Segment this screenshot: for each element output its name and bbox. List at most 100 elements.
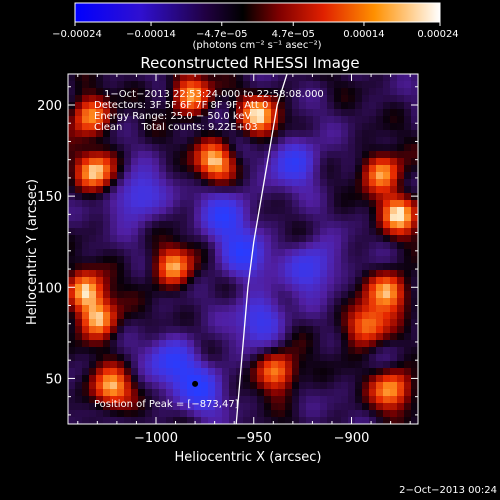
heatmap-cell xyxy=(243,333,251,341)
heatmap-cell xyxy=(355,375,363,383)
heatmap-cell xyxy=(222,333,230,341)
heatmap-cell xyxy=(208,361,216,369)
heatmap-cell xyxy=(96,382,104,390)
heatmap-cell xyxy=(96,368,104,376)
heatmap-cell xyxy=(292,235,300,243)
heatmap-cell xyxy=(285,186,293,194)
heatmap-cell xyxy=(96,221,104,229)
heatmap-cell xyxy=(201,137,209,145)
heatmap-cell xyxy=(376,326,384,334)
heatmap-cell xyxy=(110,186,118,194)
heatmap-cell xyxy=(320,403,328,411)
heatmap-cell xyxy=(320,305,328,313)
heatmap-cell xyxy=(215,165,223,173)
heatmap-cell xyxy=(180,354,188,362)
heatmap-cell xyxy=(152,340,160,348)
heatmap-cell xyxy=(173,200,181,208)
heatmap-cell xyxy=(75,375,83,383)
heatmap-cell xyxy=(138,270,146,278)
heatmap-cell xyxy=(194,291,202,299)
heatmap-cell xyxy=(327,417,335,424)
heatmap-cell xyxy=(390,151,398,159)
heatmap-cell xyxy=(103,347,111,355)
heatmap-cell xyxy=(187,130,195,138)
heatmap-cell xyxy=(334,277,342,285)
heatmap-cell xyxy=(89,123,97,131)
heatmap-cell xyxy=(222,116,230,124)
heatmap-cell xyxy=(173,375,181,383)
heatmap-cell xyxy=(215,200,223,208)
heatmap-cell xyxy=(173,95,181,103)
heatmap-cell xyxy=(243,235,251,243)
heatmap-cell xyxy=(313,410,321,418)
heatmap-cell xyxy=(404,95,412,103)
heatmap-cell xyxy=(110,326,118,334)
heatmap-cell xyxy=(390,88,398,96)
heatmap-cell xyxy=(75,109,83,117)
heatmap-cell xyxy=(89,158,97,166)
heatmap-cell xyxy=(89,95,97,103)
heatmap-cell xyxy=(222,354,230,362)
colorbar xyxy=(74,2,441,23)
heatmap-cell xyxy=(369,95,377,103)
heatmap-cell xyxy=(390,347,398,355)
heatmap-cell xyxy=(180,347,188,355)
heatmap-cell xyxy=(271,228,279,236)
heatmap-cell xyxy=(138,123,146,131)
heatmap-cell xyxy=(348,123,356,131)
heatmap-cell xyxy=(271,284,279,292)
heatmap-cell xyxy=(243,284,251,292)
heatmap-cell xyxy=(180,333,188,341)
heatmap-cell xyxy=(138,368,146,376)
heatmap-cell xyxy=(341,193,349,201)
heatmap-cell xyxy=(369,277,377,285)
heatmap-cell xyxy=(257,249,265,257)
heatmap-cell xyxy=(397,130,405,138)
heatmap-cell xyxy=(243,172,251,180)
heatmap-cell xyxy=(215,298,223,306)
heatmap-cell xyxy=(201,347,209,355)
heatmap-cell xyxy=(348,109,356,117)
heatmap-cell xyxy=(180,263,188,271)
heatmap-cell xyxy=(397,284,405,292)
heatmap-cell xyxy=(117,361,125,369)
heatmap-cell xyxy=(68,102,76,110)
heatmap-cell xyxy=(173,137,181,145)
heatmap-cell xyxy=(152,361,160,369)
heatmap-cell xyxy=(271,417,279,424)
heatmap-cell xyxy=(201,207,209,215)
heatmap-cell xyxy=(152,305,160,313)
heatmap-cell xyxy=(348,242,356,250)
heatmap-cell xyxy=(208,319,216,327)
heatmap-cell xyxy=(180,256,188,264)
heatmap-cell xyxy=(138,298,146,306)
heatmap-cell xyxy=(187,305,195,313)
heatmap-cell xyxy=(355,95,363,103)
heatmap-cell xyxy=(355,130,363,138)
heatmap-cell xyxy=(404,165,412,173)
heatmap-cell xyxy=(397,109,405,117)
heatmap-cell xyxy=(376,305,384,313)
heatmap-cell xyxy=(355,361,363,369)
heatmap-cell xyxy=(362,312,370,320)
heatmap-cell xyxy=(124,242,132,250)
heatmap-cell xyxy=(271,193,279,201)
heatmap-cell xyxy=(271,305,279,313)
heatmap-cell xyxy=(285,403,293,411)
heatmap-cell xyxy=(285,151,293,159)
heatmap-cell xyxy=(145,305,153,313)
heatmap-cell xyxy=(397,144,405,152)
heatmap-cell xyxy=(75,270,83,278)
heatmap-cell xyxy=(411,214,418,222)
heatmap-cell xyxy=(243,158,251,166)
heatmap-cell xyxy=(278,214,286,222)
heatmap-cell xyxy=(173,417,181,424)
heatmap-cell xyxy=(96,298,104,306)
heatmap-cell xyxy=(138,102,146,110)
heatmap-cell xyxy=(124,361,132,369)
heatmap-cell xyxy=(362,81,370,89)
heatmap-cell xyxy=(271,214,279,222)
heatmap-cell xyxy=(404,382,412,390)
heatmap-cell xyxy=(159,137,167,145)
